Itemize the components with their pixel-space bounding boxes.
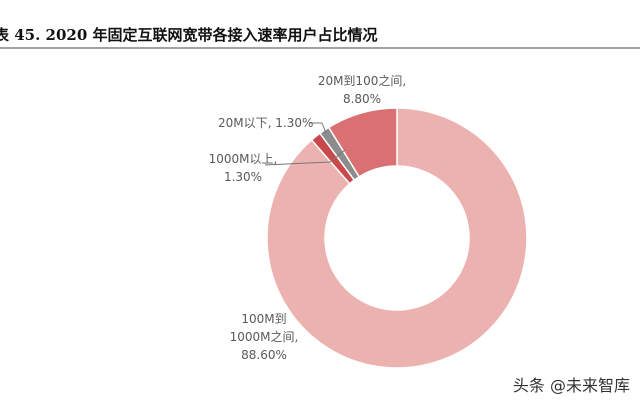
separator: , [273, 152, 278, 166]
value-label: 8.80% [342, 92, 382, 106]
value-label: 1.30% [223, 170, 263, 184]
slice-label: 100M到1000M之间, 88.60% [222, 310, 306, 364]
chart-title: 表 45. 2020 年固定互联网宽带各接入速率用户占比情况 [0, 26, 378, 44]
slice-label: 20M以下, 1.30% [218, 114, 313, 132]
category: 20M到100之间 [317, 74, 403, 88]
separator: , [267, 116, 272, 130]
slice-label: 1000M以上, 1.30% [208, 150, 278, 186]
value-label: 1.30% [275, 116, 314, 130]
value-label: 88.60% [241, 348, 287, 362]
slice-label: 20M到100之间, 8.80% [312, 72, 412, 108]
leader-line [310, 122, 327, 134]
separator: , [294, 330, 299, 344]
slice [266, 107, 528, 369]
separator: , [402, 74, 407, 88]
category: 20M以下 [218, 116, 268, 130]
leader-line [264, 149, 346, 166]
category: 100M到1000M之间 [229, 312, 295, 344]
slice [327, 107, 398, 178]
watermark: 头条 @未来智库 [512, 376, 630, 395]
category: 1000M以上 [208, 152, 274, 166]
